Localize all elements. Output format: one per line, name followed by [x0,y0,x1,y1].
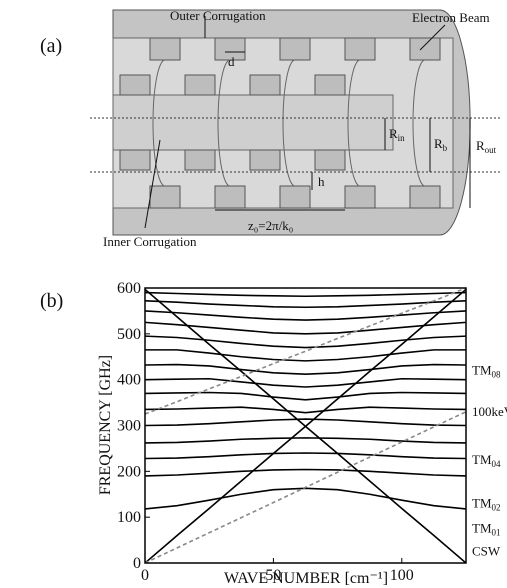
mode-curve [145,335,466,349]
y-tick-label: 200 [117,463,141,480]
label-main: R [476,138,485,153]
mode-label-main: TM [472,363,492,378]
mode-curve [145,406,466,414]
mode-curve [145,321,466,335]
label-main: R [434,136,443,151]
plot-area [145,288,466,563]
y-tick-label: 600 [117,280,141,297]
label: d [228,54,235,69]
mode-curve [145,310,466,321]
label-sub: out [485,145,497,155]
x-axis-label: WAVE NUMBER [cm⁻¹] [224,570,388,587]
label: h [318,174,325,189]
dimension-lines [144,16,471,229]
x-tick-label: 50 [265,567,281,584]
mode-curve [145,300,466,309]
mode-label-sub: 01 [492,528,501,538]
mode-curve [145,288,466,415]
mode-label-main: CSW [472,544,501,559]
y-axis-label: FREQUENCY [GHz] [97,355,114,495]
ring-arcs [152,59,426,187]
y-tick-label: 500 [117,326,141,343]
mode-label-sub: 04 [492,459,502,469]
mode-curve [145,288,466,563]
panel-tag: (a) [40,35,62,57]
waveguide-diagram [90,9,500,236]
x-tick-label: 100 [390,567,414,584]
mode-label: CSW [472,544,501,559]
mode-curve [145,452,466,460]
y-tick-label: 300 [117,418,141,435]
label: Electron Beam [412,10,490,25]
label-main: R [389,126,398,141]
mode-curve [145,377,466,388]
mode-label-sub: 02 [492,502,501,512]
mode-label-sub: 08 [492,370,502,380]
mode-curve [145,291,466,298]
corrugations [119,37,441,209]
mode-label: TM08 [472,363,501,380]
mode-label: TM01 [472,521,501,538]
mode-curve [145,363,466,375]
mode-curve [145,468,466,477]
y-tick-label: 0 [133,555,141,572]
mode-curve [145,411,466,563]
label-sub: in [398,133,406,143]
mode-label-main: TM [472,452,492,467]
x-tick-label: 0 [141,567,149,584]
mode-curve [145,437,466,444]
y-tick-label: 100 [117,509,141,526]
label: Inner Corrugation [103,234,197,249]
mode-curve [145,418,466,427]
mode-label-main: TM [472,521,492,536]
mode-label: TM02 [472,495,501,512]
label: Outer Corrugation [170,8,266,23]
mode-curve [145,487,466,510]
mode-label: 100keV [472,404,507,419]
label: Rb [434,136,448,153]
mode-label: TM04 [472,452,501,469]
label: z₀=2π/k₀ [248,218,293,233]
label-sub: b [443,143,448,153]
mode-curve [145,349,466,362]
mode-label-main: TM [472,495,492,510]
label: Rout [476,138,497,155]
mode-label-main: 100keV [472,404,507,419]
inner-rod [112,94,394,151]
panel-tag: (b) [40,290,63,312]
y-tick-label: 400 [117,372,141,389]
guide-lines [90,117,500,173]
mode-curve [145,391,466,401]
label: Rin [389,126,405,143]
